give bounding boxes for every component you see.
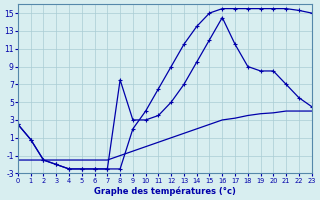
X-axis label: Graphe des températures (°c): Graphe des températures (°c) — [94, 186, 236, 196]
